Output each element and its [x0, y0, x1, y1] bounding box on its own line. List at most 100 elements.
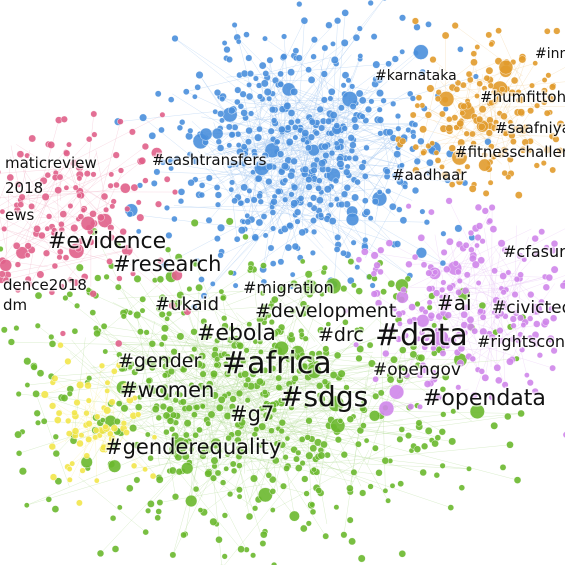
node — [313, 129, 320, 137]
node — [278, 419, 286, 427]
node — [179, 398, 187, 406]
node — [457, 344, 466, 353]
node — [278, 441, 286, 449]
node — [305, 451, 314, 460]
node — [64, 357, 72, 365]
node — [223, 46, 231, 54]
node — [159, 386, 168, 395]
node — [422, 309, 429, 315]
node — [28, 203, 35, 210]
node — [303, 287, 311, 295]
edge — [435, 244, 460, 272]
node — [280, 53, 288, 61]
node — [513, 275, 521, 283]
node — [15, 450, 23, 457]
node — [18, 467, 27, 476]
node — [171, 189, 179, 196]
node — [144, 383, 152, 391]
node — [357, 53, 364, 59]
node — [299, 258, 306, 265]
node — [260, 278, 268, 286]
node — [354, 264, 361, 271]
node — [419, 468, 427, 477]
node — [532, 339, 540, 348]
node — [317, 326, 325, 335]
node — [159, 111, 166, 118]
node — [269, 365, 277, 372]
node — [154, 200, 163, 208]
node — [156, 499, 164, 506]
node — [521, 138, 530, 147]
edge — [173, 432, 287, 469]
node — [231, 123, 239, 131]
node — [424, 111, 433, 119]
node — [205, 216, 213, 224]
node — [389, 482, 396, 489]
edge — [386, 388, 469, 409]
node — [490, 421, 499, 430]
node — [308, 118, 316, 126]
node — [59, 210, 68, 218]
edge — [410, 287, 502, 289]
node — [236, 462, 243, 469]
node — [56, 173, 64, 181]
node — [120, 313, 127, 320]
node — [446, 284, 454, 292]
node — [66, 390, 73, 397]
node — [166, 310, 173, 317]
node — [540, 160, 547, 167]
node — [296, 367, 303, 375]
node — [202, 324, 210, 332]
node — [79, 467, 86, 474]
node-label: #opengov — [373, 360, 461, 380]
node — [287, 109, 296, 117]
node — [274, 138, 281, 145]
node — [441, 373, 450, 381]
edge — [5, 250, 128, 281]
edge — [292, 421, 518, 481]
node — [89, 210, 97, 218]
node — [234, 86, 242, 94]
node — [372, 75, 379, 83]
node — [477, 122, 486, 131]
edge — [478, 282, 522, 361]
node — [488, 143, 495, 150]
node — [309, 501, 316, 508]
node — [179, 365, 188, 374]
node — [478, 105, 487, 114]
node — [158, 311, 166, 318]
node — [135, 228, 142, 235]
node — [469, 404, 485, 419]
node — [295, 464, 303, 472]
node — [492, 296, 501, 305]
node — [550, 347, 558, 355]
edge — [411, 306, 464, 339]
node — [60, 394, 69, 402]
node — [199, 127, 213, 141]
node — [299, 309, 308, 317]
node — [192, 485, 200, 493]
node — [130, 183, 139, 192]
node — [316, 196, 324, 205]
node — [416, 314, 430, 328]
node — [388, 326, 396, 334]
node — [305, 144, 312, 152]
node — [395, 335, 403, 343]
node — [542, 317, 550, 326]
node — [498, 59, 514, 75]
node — [453, 85, 461, 93]
edge — [156, 382, 176, 497]
edge — [31, 114, 163, 183]
node — [509, 335, 517, 343]
node — [305, 66, 312, 74]
node — [85, 287, 92, 293]
edge — [304, 362, 312, 506]
node — [285, 138, 294, 146]
node — [400, 286, 407, 294]
node — [163, 175, 171, 183]
edge — [223, 373, 342, 416]
node — [51, 505, 60, 513]
node — [315, 350, 323, 358]
node — [482, 189, 490, 197]
